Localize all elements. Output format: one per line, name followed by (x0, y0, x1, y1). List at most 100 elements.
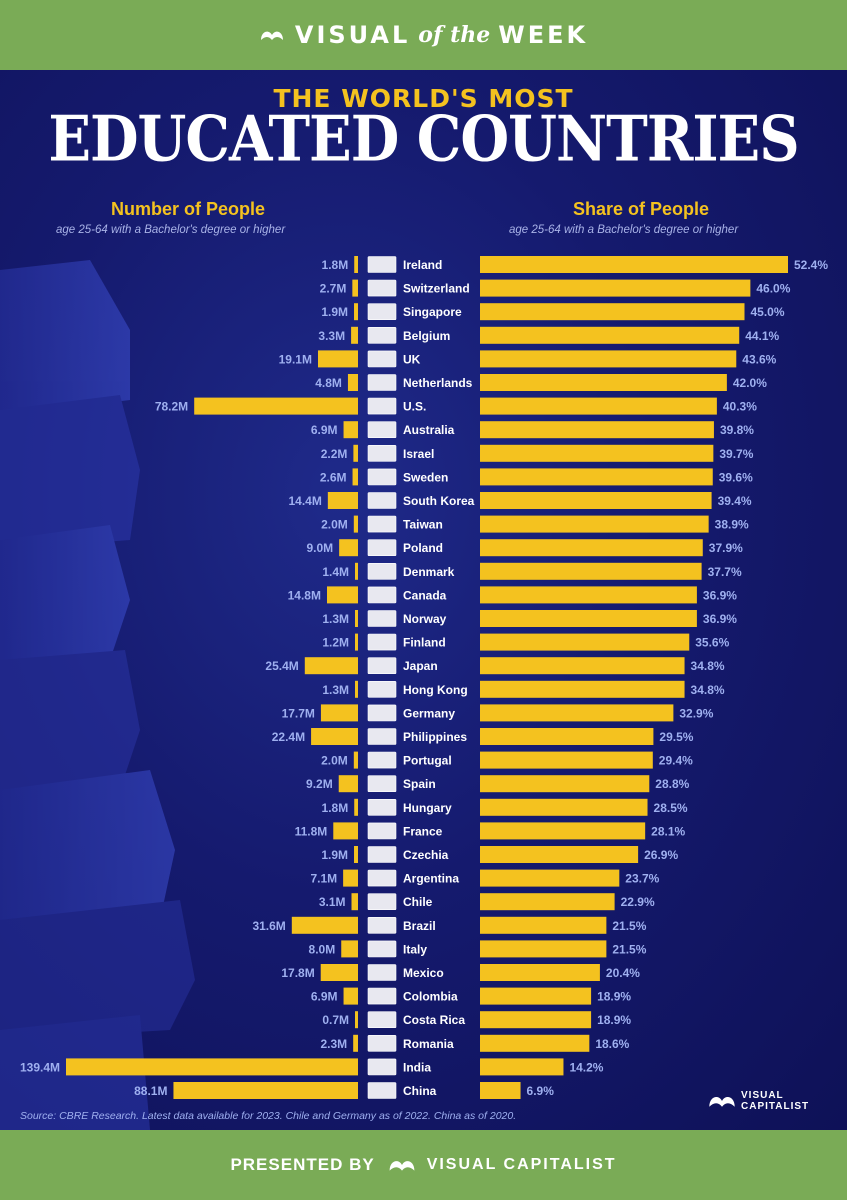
label-number-romania: 2.3M (320, 1037, 347, 1051)
bar-number-ireland (354, 256, 358, 273)
country-label-south-korea: South Korea (403, 494, 475, 508)
bar-number-norway (355, 610, 358, 627)
country-label-chile: Chile (403, 895, 433, 909)
flag-icon-china (367, 1082, 397, 1099)
label-share-u-s: 40.3% (723, 400, 757, 414)
country-label-denmark: Denmark (403, 565, 455, 579)
bar-number-brazil (291, 916, 358, 934)
bar-share-france (480, 822, 646, 840)
flag-icon-hungary (367, 798, 397, 816)
label-number-denmark: 1.4M (322, 565, 349, 579)
label-number-spain: 9.2M (306, 777, 333, 791)
flag-icon-finland (367, 633, 397, 651)
label-share-argentina: 23.7% (625, 872, 659, 886)
label-share-south-korea: 39.4% (718, 494, 752, 508)
bar-number-uk (317, 350, 358, 368)
country-label-sweden: Sweden (403, 470, 448, 484)
flag-icon-singapore (367, 303, 397, 320)
visual-of-the-week-logo: VISUAL of the WEEK (259, 21, 588, 49)
flag-icon-u-s (367, 397, 397, 415)
country-label-switzerland: Switzerland (403, 282, 470, 296)
flag-icon-norway (367, 610, 397, 627)
flag-icon-philippines (367, 728, 397, 745)
flag-icon-costa-rica (367, 1011, 397, 1029)
country-label-belgium: Belgium (403, 329, 450, 343)
label-share-colombia: 18.9% (597, 990, 631, 1004)
country-label-uk: UK (403, 352, 421, 366)
label-number-india: 139.4M (20, 1060, 60, 1074)
label-number-portugal: 2.0M (321, 754, 348, 768)
bar-number-japan (304, 657, 358, 675)
label-share-mexico: 20.4% (606, 966, 640, 980)
country-label-china: China (403, 1084, 437, 1098)
label-share-canada: 36.9% (703, 588, 737, 602)
bar-share-poland (480, 539, 703, 557)
bar-share-israel (480, 444, 714, 462)
bar-share-romania (480, 1034, 590, 1052)
left-chart-title: Number of People (111, 199, 266, 219)
flag-icon-poland (367, 539, 397, 557)
bar-share-germany (480, 704, 674, 722)
bar-number-italy (341, 940, 358, 958)
flag-icon-czechia (367, 846, 397, 863)
flag-icon-italy (367, 940, 397, 958)
bar-number-philippines (311, 728, 358, 745)
label-share-netherlands: 42.0% (733, 376, 767, 390)
label-number-colombia: 6.9M (311, 990, 338, 1004)
vc-corner-line1: VISUAL (741, 1090, 784, 1101)
bar-number-romania (353, 1034, 358, 1052)
bar-share-italy (480, 940, 607, 958)
label-number-norway: 1.3M (322, 612, 349, 626)
country-label-hungary: Hungary (403, 801, 452, 815)
country-label-czechia: Czechia (403, 848, 449, 862)
bar-share-brazil (480, 916, 607, 934)
bar-number-germany (320, 704, 358, 722)
flag-icon-australia (367, 421, 397, 439)
bar-share-spain (480, 775, 650, 793)
country-label-portugal: Portugal (403, 754, 452, 768)
label-number-uk: 19.1M (279, 352, 312, 366)
label-number-australia: 6.9M (311, 423, 338, 437)
label-share-japan: 34.8% (691, 659, 725, 673)
bar-share-colombia (480, 987, 592, 1005)
flag-icon-uk (367, 350, 397, 368)
flag-icon-canada (367, 586, 397, 604)
bar-share-netherlands (480, 374, 727, 391)
label-number-philippines: 22.4M (272, 730, 305, 744)
bar-share-costa-rica (480, 1011, 592, 1029)
bar-number-u-s (194, 397, 358, 415)
label-number-czechia: 1.9M (321, 848, 348, 862)
bar-share-canada (480, 586, 697, 604)
country-label-philippines: Philippines (403, 730, 467, 744)
country-label-australia: Australia (403, 423, 455, 437)
country-label-netherlands: Netherlands (403, 376, 473, 390)
label-share-belgium: 44.1% (745, 329, 779, 343)
bar-number-belgium (351, 326, 358, 344)
label-number-netherlands: 4.8M (315, 376, 342, 390)
infographic-panel: THE WORLD'S MOST EDUCATED COUNTRIES Numb… (0, 70, 847, 1130)
label-number-japan: 25.4M (265, 659, 298, 673)
label-share-denmark: 37.7% (708, 565, 742, 579)
vc-corner-line2: CAPITALIST (741, 1101, 810, 1112)
brand-mid: of the (418, 22, 491, 48)
flag-icon-chile (367, 893, 397, 911)
label-share-portugal: 29.4% (659, 754, 693, 768)
flag-icon-france (367, 822, 397, 840)
bar-share-philippines (480, 728, 654, 745)
footer-brand: VISUAL CAPITALIST (426, 1156, 617, 1173)
flag-icon-japan (367, 657, 397, 675)
country-label-israel: Israel (403, 447, 434, 461)
label-share-spain: 28.8% (655, 777, 689, 791)
title-kicker: THE WORLD'S MOST (273, 84, 574, 113)
bar-share-chile (480, 893, 615, 911)
left-chart-subtitle: age 25-64 with a Bachelor's degree or hi… (56, 224, 286, 236)
country-label-india: India (403, 1060, 431, 1074)
country-label-taiwan: Taiwan (403, 518, 443, 532)
flag-icon-spain (367, 775, 397, 793)
bar-share-australia (480, 421, 714, 439)
bar-share-switzerland (480, 279, 751, 297)
country-label-hong-kong: Hong Kong (403, 683, 468, 697)
bar-number-france (333, 822, 358, 840)
bar-number-czechia (354, 846, 358, 863)
presented-by-label: PRESENTED BY (230, 1155, 375, 1174)
